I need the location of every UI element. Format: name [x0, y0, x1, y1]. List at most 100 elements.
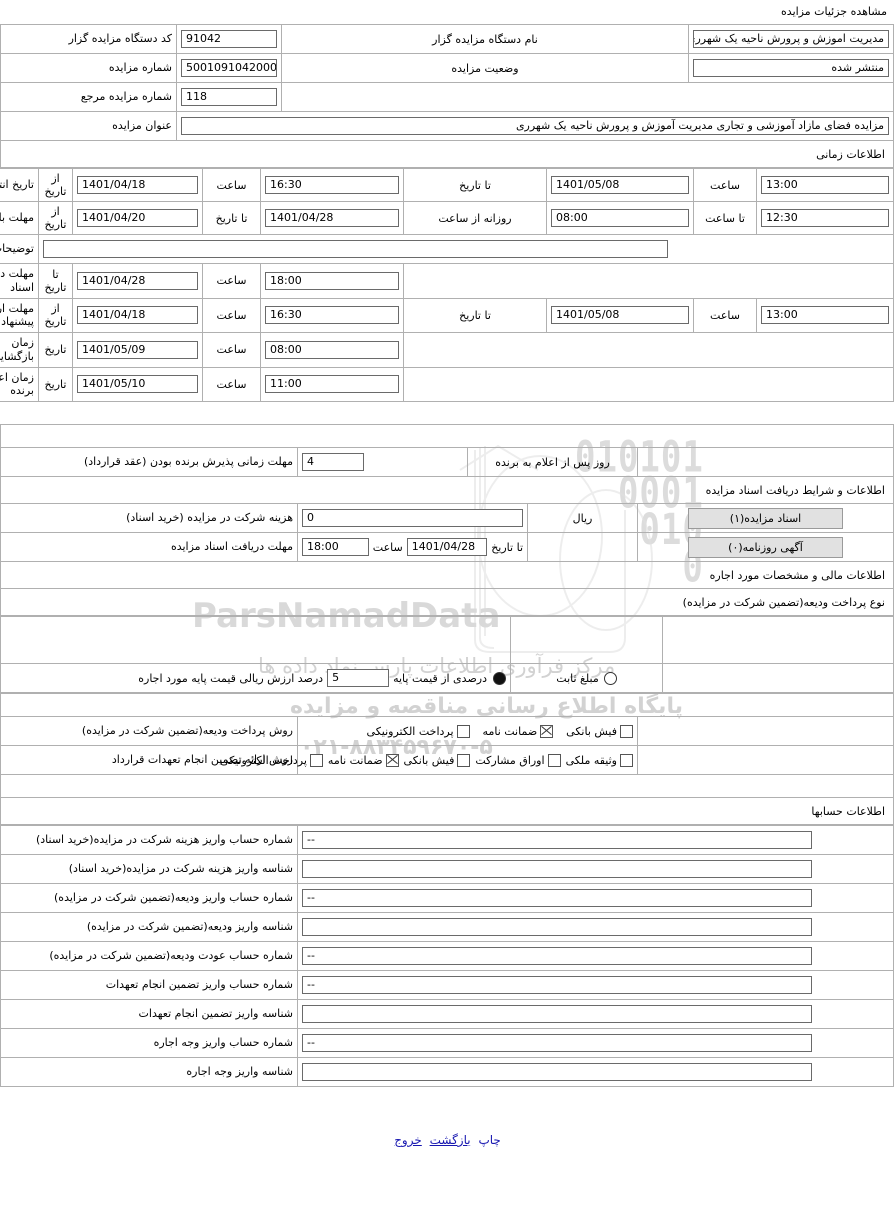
- open-date-prefix: تاریخ: [38, 332, 73, 368]
- publish-from-hour-input[interactable]: 16:30: [265, 176, 399, 194]
- cell-account-value: [297, 1057, 894, 1087]
- account-input[interactable]: --: [302, 976, 812, 994]
- publish-to-date-label: تا تاریخ: [403, 168, 547, 202]
- row-ref-number: 118 شماره مزایده مرجع: [0, 82, 895, 112]
- empty-cell: [280, 82, 895, 112]
- publish-to-hour-input[interactable]: 13:00: [761, 176, 889, 194]
- publish-from-date-input[interactable]: 1401/04/18: [77, 176, 198, 194]
- open-hour-label: ساعت: [202, 332, 261, 368]
- print-link[interactable]: چاپ: [478, 1133, 501, 1147]
- docs-deadline-label: مهلت دریافت اسناد مزایده: [0, 532, 299, 562]
- option-contract-guarantee-letter[interactable]: ضمانت نامه: [327, 753, 399, 767]
- account-label: شماره حساب عودت ودیعه(تضمین شرکت در مزای…: [0, 941, 298, 971]
- cell-visit-to-hour: 12:30: [756, 201, 894, 235]
- row-accounts-heading: اطلاعات حسابها: [0, 797, 894, 825]
- winner-accept-input[interactable]: 4: [302, 453, 364, 471]
- winner-row-label: زمان اعلام برنده: [0, 366, 39, 402]
- checkbox-deposit-bank-receipt[interactable]: [620, 724, 633, 738]
- visit-from-date-input[interactable]: 1401/04/20: [77, 209, 198, 227]
- account-input[interactable]: [302, 918, 812, 936]
- row-deposit-method: فیش بانکی ضمانت نامه پرداخت الکترونیکی: [0, 716, 894, 746]
- cell-offer-to-hour: 13:00: [756, 297, 894, 333]
- open-hour-input[interactable]: 08:00: [265, 340, 399, 359]
- option-contract-participation-bonds[interactable]: اوراق مشارکت: [475, 753, 561, 767]
- winner-hour-input[interactable]: 11:00: [265, 375, 399, 394]
- radio-fixed-amount[interactable]: [603, 671, 617, 685]
- participation-cost-input[interactable]: 0: [302, 509, 523, 527]
- table-row: -- شماره حساب واریز وجه اجاره: [0, 1028, 894, 1058]
- checkbox-deposit-electronic[interactable]: [456, 724, 470, 738]
- checkbox-contract-guarantee-letter[interactable]: [385, 753, 399, 767]
- footer-links: چاپ بازگشت خروج: [0, 1087, 895, 1163]
- doc-receive-date-input[interactable]: 1401/04/28: [77, 271, 198, 290]
- empty-deposit-2: [510, 616, 663, 664]
- auction-documents-button[interactable]: اسناد مزایده(۱): [688, 507, 843, 529]
- publish-to-date-input[interactable]: 1401/05/08: [551, 176, 689, 194]
- checkbox-contract-bank-receipt[interactable]: [457, 753, 471, 767]
- visit-to-hour-input[interactable]: 12:30: [761, 209, 889, 227]
- account-input[interactable]: --: [302, 889, 812, 907]
- percent-of-base-price-label: درصدی از قیمت پایه: [393, 671, 487, 685]
- offer-to-date-input[interactable]: 1401/05/08: [551, 306, 689, 325]
- cell-open-date: 1401/05/09: [72, 332, 203, 368]
- account-label: شماره حساب واریز هزینه شرکت در مزایده(خر…: [0, 825, 298, 855]
- device-code-input[interactable]: 91042: [180, 30, 277, 48]
- back-link[interactable]: بازگشت: [429, 1133, 471, 1147]
- ref-number-input[interactable]: 118: [180, 88, 277, 106]
- checkbox-contract-property-collateral[interactable]: [620, 753, 633, 767]
- payment-methods-table: فیش بانکی ضمانت نامه پرداخت الکترونیکی: [0, 693, 894, 825]
- account-input[interactable]: [302, 860, 812, 878]
- offer-to-hour-input[interactable]: 13:00: [761, 306, 889, 325]
- checkbox-contract-electronic[interactable]: [309, 753, 323, 767]
- option-contract-bank-receipt[interactable]: فیش بانکی: [404, 753, 471, 767]
- label-contract-guarantee-letter: ضمانت نامه: [327, 753, 383, 767]
- empty-cell-open: [403, 332, 894, 368]
- checkbox-deposit-guarantee-letter[interactable]: [540, 724, 554, 738]
- doc-receive-prefix: تا تاریخ: [38, 263, 73, 299]
- visit-daily-hour-input[interactable]: 08:00: [551, 209, 689, 227]
- participation-cost-label: هزینه شرکت در مزایده (خرید اسناد): [0, 503, 299, 533]
- status-input[interactable]: منتشر شده: [693, 59, 889, 77]
- cell-offer-to-date: 1401/05/08: [546, 297, 694, 333]
- account-input[interactable]: [302, 1005, 812, 1023]
- visit-to-date-label: تا تاریخ: [202, 201, 261, 235]
- row-visit-deadline: 12:30 تا ساعت 08:00 روزانه از ساعت 1401/…: [0, 201, 894, 235]
- option-deposit-guarantee-letter[interactable]: ضمانت نامه: [483, 724, 554, 738]
- option-contract-property-collateral[interactable]: وثیقه ملکی: [566, 753, 633, 767]
- checkbox-contract-participation-bonds[interactable]: [547, 753, 561, 767]
- offer-from-hour-input[interactable]: 16:30: [265, 306, 399, 325]
- publish-row-label: تاریخ انتشار: [0, 168, 39, 202]
- account-input[interactable]: [302, 1063, 812, 1081]
- account-input[interactable]: --: [302, 831, 812, 849]
- option-deposit-bank-receipt[interactable]: فیش بانکی: [566, 724, 633, 738]
- radio-percent-of-base-price[interactable]: [493, 671, 506, 685]
- open-date-input[interactable]: 1401/05/09: [77, 340, 198, 359]
- table-row: شناسه واریز وجه اجاره: [0, 1057, 894, 1087]
- doc-receive-label: مهلت دریافت اسناد: [0, 263, 39, 299]
- cell-account-value: [297, 854, 894, 884]
- row-winner-accept: روز پس از اعلام به برنده 4 مهلت زمانی پذ…: [0, 447, 894, 477]
- device-name-input[interactable]: مدیریت اموزش و پرورش ناحیه یک شهرری: [693, 30, 889, 48]
- docs-deadline-prefix: تا تاریخ: [491, 540, 523, 554]
- description-input[interactable]: [43, 240, 668, 258]
- exit-link[interactable]: خروج: [394, 1133, 422, 1147]
- doc-receive-hour-input[interactable]: 18:00: [265, 271, 399, 290]
- cell-ref-number-value: 118: [175, 82, 282, 112]
- account-label: شماره حساب واریز تضمین انجام تعهدات: [0, 970, 298, 1000]
- deposit-percent-input[interactable]: 5: [327, 669, 390, 687]
- option-deposit-electronic[interactable]: پرداخت الکترونیکی: [367, 724, 470, 738]
- subject-input[interactable]: مزایده فضای مازاد آموزشی و تجاری مدیریت …: [180, 117, 889, 135]
- winner-accept-suffix: روز پس از اعلام به برنده: [467, 447, 638, 477]
- cost-unit-label: ریال: [527, 503, 638, 533]
- docs-deadline-hour-input[interactable]: 18:00: [302, 538, 369, 556]
- band-separator-3: [0, 774, 894, 798]
- empty-deposit-left: [662, 663, 894, 693]
- visit-to-date-input[interactable]: 1401/04/28: [265, 209, 399, 227]
- offer-from-date-input[interactable]: 1401/04/18: [77, 306, 198, 325]
- docs-deadline-date-input[interactable]: 1401/04/28: [406, 538, 488, 556]
- auction-number-input[interactable]: 5001091042000003: [180, 59, 277, 77]
- winner-date-input[interactable]: 1401/05/10: [77, 375, 198, 394]
- newspaper-ad-button[interactable]: آگهی روزنامه(۰): [688, 536, 843, 558]
- account-input[interactable]: --: [302, 1034, 812, 1052]
- account-input[interactable]: --: [302, 947, 812, 965]
